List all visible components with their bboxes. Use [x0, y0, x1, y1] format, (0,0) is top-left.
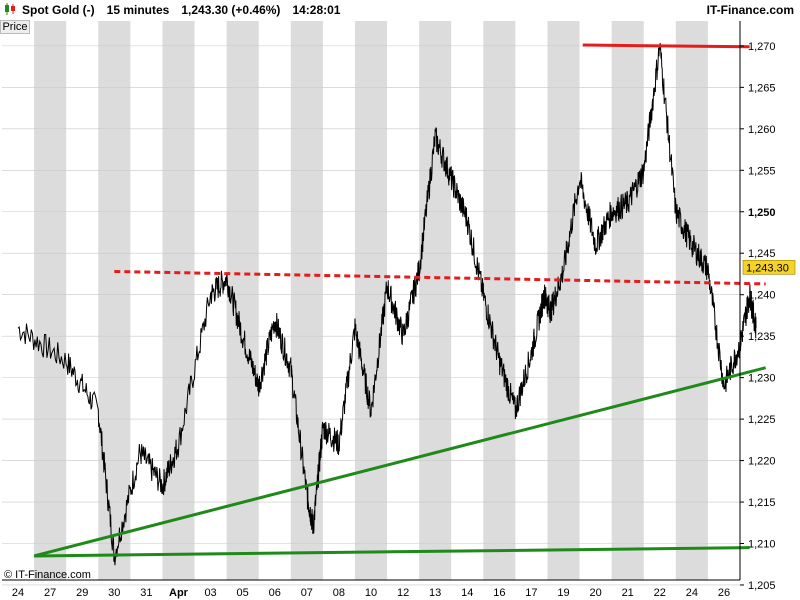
x-tick-label: Apr	[169, 587, 189, 599]
x-tick-label: 14	[461, 587, 473, 599]
copyright-label: © IT-Finance.com	[4, 569, 91, 581]
day-band	[483, 21, 516, 580]
chart-header: Spot Gold (-) 15 minutes 1,243.30 (+0.46…	[0, 0, 800, 20]
instrument-name: Spot Gold (-)	[22, 3, 95, 17]
x-tick-label: 26	[718, 587, 730, 599]
y-tick-label: 1,245	[748, 248, 776, 260]
x-tick-label: 27	[44, 587, 56, 599]
y-tick-label: 1,215	[748, 497, 776, 509]
y-tick-label: 1,250	[748, 207, 776, 219]
x-tick-label: 31	[140, 587, 152, 599]
x-tick-label: 03	[204, 587, 216, 599]
y-tick-label: 1,205	[748, 580, 776, 592]
x-axis: 24 27 29 30 31 Apr 03 05 06 07 08 10 12 13 14 16 17 19 20 2…	[2, 579, 740, 599]
y-tick-label: 1,210	[748, 539, 776, 551]
day-band	[290, 21, 323, 580]
x-tick-label: 22	[654, 587, 666, 599]
x-tick-label: 21	[622, 587, 634, 599]
x-tick-label: 08	[333, 587, 345, 599]
gridlines	[2, 45, 740, 586]
x-tick-label: 13	[429, 587, 441, 599]
day-band	[675, 21, 708, 580]
day-band	[419, 21, 452, 580]
x-tick-label: 29	[76, 587, 88, 599]
time-bands	[34, 21, 708, 580]
day-band	[611, 21, 644, 580]
x-tick-label: 07	[301, 587, 313, 599]
trendlines	[33, 43, 767, 558]
x-tick-label: 16	[493, 587, 505, 599]
price-tab[interactable]: Price	[0, 20, 30, 34]
x-tick-label: 17	[525, 587, 537, 599]
candlestick-icon	[4, 2, 16, 19]
x-tick-label: 05	[237, 587, 249, 599]
y-tick-label: 1,235	[748, 331, 776, 343]
day-band	[162, 21, 195, 580]
last-price-change: 1,243.30 (+0.46%)	[181, 3, 281, 17]
day-band	[34, 21, 67, 580]
y-tick-label: 1,220	[748, 456, 776, 468]
y-axis: 1,205 1,210 1,215 1,220 1,225 1,230 1,235 1,240…	[739, 21, 796, 592]
x-tick-label: 12	[397, 587, 409, 599]
timestamp: 14:28:01	[292, 3, 341, 17]
red-trendline	[582, 43, 750, 49]
y-tick-label: 1,240	[748, 290, 776, 302]
green-trendline	[34, 546, 750, 558]
y-tick-label: 1,230	[748, 373, 776, 385]
interval-label: 15 minutes	[106, 3, 170, 17]
x-tick-label: 24	[12, 587, 24, 599]
green-trendline	[33, 366, 767, 558]
day-band	[98, 21, 131, 580]
price-line	[17, 42, 757, 566]
y-tick-label: 1,270	[748, 41, 776, 53]
price-series	[17, 42, 757, 566]
x-tick-label: 20	[589, 587, 601, 599]
brand-label: IT-Finance.com	[706, 3, 794, 17]
y-tick-label: 1,225	[748, 414, 776, 426]
x-tick-label: 30	[108, 587, 120, 599]
x-tick-label: 10	[365, 587, 377, 599]
x-tick-label: 06	[269, 587, 281, 599]
day-band	[226, 21, 259, 580]
y-tick-label: 1,265	[748, 82, 776, 94]
y-tick-label: 1,260	[748, 124, 776, 136]
x-tick-label: 24	[686, 587, 698, 599]
y-tick-label: 1,255	[748, 165, 776, 177]
last-price-label: 1,243.30	[746, 262, 789, 274]
x-tick-label: 19	[557, 587, 569, 599]
red-trendline	[114, 269, 766, 286]
last-price-box	[742, 260, 796, 275]
day-band	[354, 21, 388, 580]
